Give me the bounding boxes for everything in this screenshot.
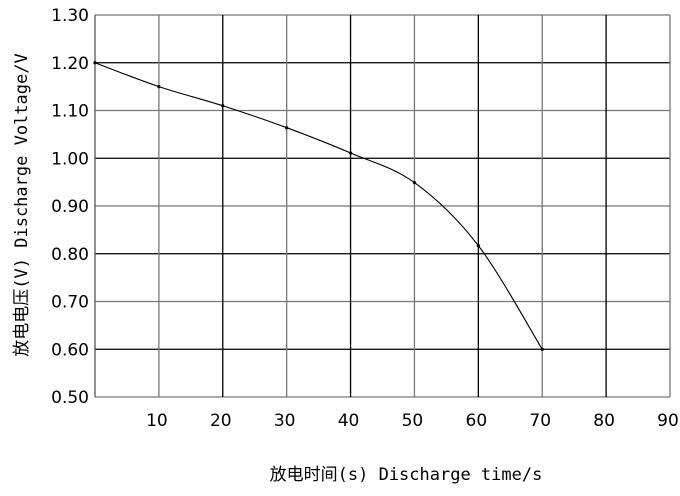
data-point — [540, 347, 544, 351]
data-point — [285, 126, 289, 130]
x-tick-label: 30 — [274, 411, 296, 431]
x-tick-label: 10 — [146, 411, 168, 431]
y-tick-label: 0.80 — [51, 245, 89, 265]
y-tick-label: 1.30 — [51, 6, 89, 26]
y-axis-title: 放电电压(V) Discharge Voltage/V — [12, 53, 32, 356]
y-tick-label: 0.50 — [51, 388, 89, 408]
y-tick-labels: 0.50 0.60 0.70 0.80 0.90 1.00 1.10 1.20 1.30 — [51, 6, 89, 408]
data-point — [157, 85, 161, 89]
series — [93, 61, 544, 351]
y-tick-label: 1.10 — [51, 102, 89, 122]
x-tick-label: 40 — [338, 411, 360, 431]
y-tick-label: 1.00 — [51, 149, 89, 169]
x-tick-label: 20 — [210, 411, 232, 431]
y-tick-label: 1.20 — [51, 54, 89, 74]
grid — [94, 14, 671, 398]
data-point — [93, 61, 97, 65]
y-tick-label: 0.70 — [51, 293, 89, 313]
data-point — [476, 244, 480, 248]
y-tick-label: 0.60 — [51, 340, 89, 360]
data-point — [221, 104, 225, 108]
x-tick-label: 50 — [402, 411, 424, 431]
x-tick-label: 70 — [529, 411, 551, 431]
x-tick-labels: 10 20 30 40 50 60 70 80 90 — [146, 411, 679, 431]
y-tick-label: 0.90 — [51, 197, 89, 217]
x-tick-label: 60 — [466, 411, 488, 431]
x-axis-title: 放电时间(s) Discharge time/s — [270, 465, 543, 485]
x-tick-label: 80 — [593, 411, 615, 431]
data-point — [412, 181, 417, 185]
data-point — [348, 151, 353, 155]
x-tick-label: 90 — [657, 411, 679, 431]
